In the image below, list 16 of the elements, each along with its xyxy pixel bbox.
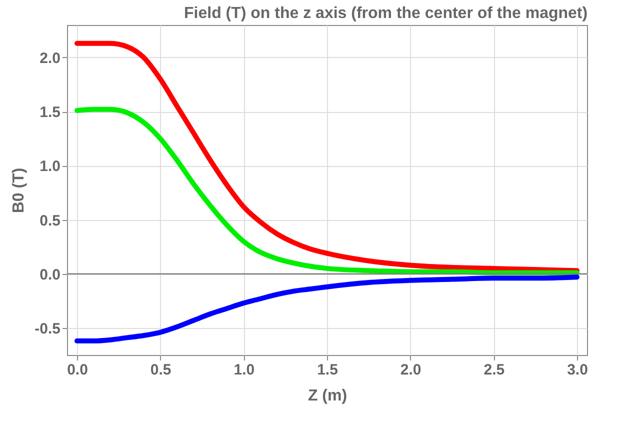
x-tick-label: 1.5 — [317, 362, 338, 378]
x-tick-label: 3.0 — [567, 362, 588, 378]
x-tick-label: 2.5 — [484, 362, 505, 378]
y-axis-title: B0 (T) — [10, 168, 28, 214]
x-tick-label: 2.0 — [400, 362, 422, 378]
x-tick-label: 0.0 — [67, 362, 88, 378]
y-tick-label: 2.0 — [40, 50, 60, 67]
x-axis-title: Z (m) — [308, 388, 348, 404]
y-tick-label: 0.0 — [40, 266, 60, 284]
y-tick-label: 1.0 — [40, 158, 60, 176]
chart-title: Field (T) on the z axis (from the center of the magnet) — [184, 5, 588, 22]
x-tick-label: 0.5 — [150, 362, 172, 378]
y-tick-label: 1.5 — [40, 104, 60, 122]
y-tick-label: -0.5 — [34, 320, 60, 338]
y-tick-label: 0.5 — [40, 212, 60, 230]
x-tick-label: 1.0 — [234, 362, 255, 378]
